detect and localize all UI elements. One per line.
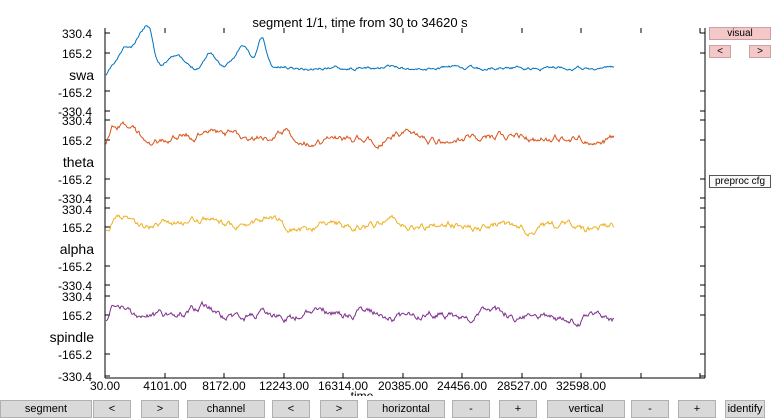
channel-button[interactable]: channel <box>187 400 265 418</box>
channel-label-alpha: alpha <box>59 241 94 257</box>
x-tick-label: 8172.00 <box>202 379 246 393</box>
y-tick-label: 330.4 <box>61 114 92 128</box>
y-tick-label: -330.4 <box>57 279 92 293</box>
channel-label-spindle: spindle <box>49 329 94 345</box>
x-tick-label: 20385.00 <box>377 379 429 393</box>
vertical-plus-button[interactable]: + <box>678 400 716 418</box>
x-tick-label: 32598.00 <box>555 379 607 393</box>
trace-alpha <box>105 214 615 237</box>
x-tick-label: 4101.00 <box>143 379 187 393</box>
horizontal-minus-button[interactable]: - <box>452 400 490 418</box>
y-tick-label: -330.4 <box>57 105 92 119</box>
vertical-button[interactable]: vertical <box>547 400 625 418</box>
y-tick-label: 165.2 <box>61 221 92 235</box>
y-tick-label: -165.2 <box>57 86 92 100</box>
x-axis-title: time <box>350 389 374 396</box>
preproc-cfg-button[interactable]: preproc cfg <box>709 175 771 188</box>
y-tick-label: 165.2 <box>61 47 92 61</box>
channel-label-theta: theta <box>62 154 94 170</box>
trace-swa <box>105 25 615 76</box>
identify-button[interactable]: identify <box>725 400 765 418</box>
y-tick-label: -165.2 <box>57 260 92 274</box>
y-tick-label: 165.2 <box>61 309 92 323</box>
y-tick-label: 330.4 <box>61 203 92 217</box>
visual-next-button[interactable]: > <box>749 45 771 58</box>
y-tick-label: -165.2 <box>57 173 92 187</box>
visual-prev-button[interactable]: < <box>709 45 731 58</box>
trace-spindle <box>105 300 615 328</box>
segment-prev-button[interactable]: < <box>93 400 131 418</box>
x-tick-label: 28527.00 <box>496 379 548 393</box>
x-tick-label: 24456.00 <box>436 379 488 393</box>
channel-label-swa: swa <box>69 67 94 83</box>
horizontal-plus-button[interactable]: + <box>499 400 537 418</box>
traces <box>105 25 615 328</box>
plot-title: segment 1/1, time from 30 to 34620 s <box>252 15 468 30</box>
vertical-minus-button[interactable]: - <box>631 400 669 418</box>
channel-prev-button[interactable]: < <box>272 400 310 418</box>
segment-next-button[interactable]: > <box>141 400 179 418</box>
y-tick-label: -330.4 <box>57 370 92 384</box>
axes <box>104 28 706 379</box>
visual-button[interactable]: visual <box>709 27 771 40</box>
y-tick-label: -330.4 <box>57 192 92 206</box>
segment-button[interactable]: segment <box>0 400 92 418</box>
y-tick-label: -165.2 <box>57 348 92 362</box>
y-tick-label: 330.4 <box>61 27 92 41</box>
y-tick-label: 330.4 <box>61 290 92 304</box>
x-tick-label: 16314.00 <box>317 379 369 393</box>
x-tick-label: 30.00 <box>89 379 121 393</box>
horizontal-button[interactable]: horizontal <box>367 400 445 418</box>
x-tick-label: 12243.00 <box>258 379 310 393</box>
y-tick-label: 165.2 <box>61 134 92 148</box>
channel-next-button[interactable]: > <box>320 400 358 418</box>
trace-theta <box>105 120 615 150</box>
